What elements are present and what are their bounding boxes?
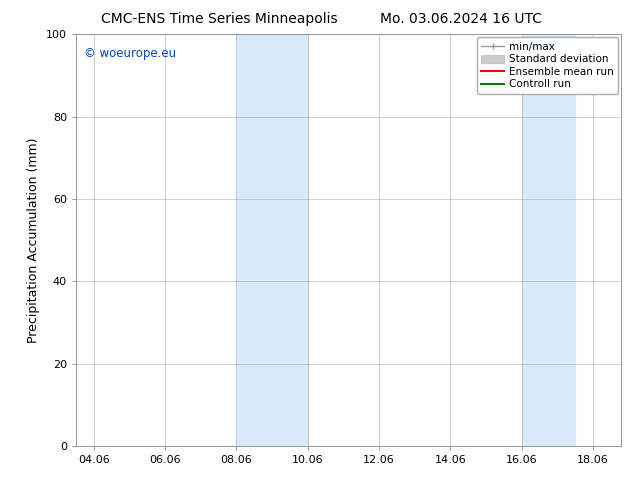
Legend: min/max, Standard deviation, Ensemble mean run, Controll run: min/max, Standard deviation, Ensemble me…	[477, 37, 618, 94]
Y-axis label: Precipitation Accumulation (mm): Precipitation Accumulation (mm)	[27, 137, 41, 343]
Bar	[522, 34, 575, 446]
Text: © woeurope.eu: © woeurope.eu	[84, 47, 176, 60]
Bar	[236, 34, 307, 446]
Text: Mo. 03.06.2024 16 UTC: Mo. 03.06.2024 16 UTC	[380, 12, 543, 26]
Text: CMC-ENS Time Series Minneapolis: CMC-ENS Time Series Minneapolis	[101, 12, 338, 26]
